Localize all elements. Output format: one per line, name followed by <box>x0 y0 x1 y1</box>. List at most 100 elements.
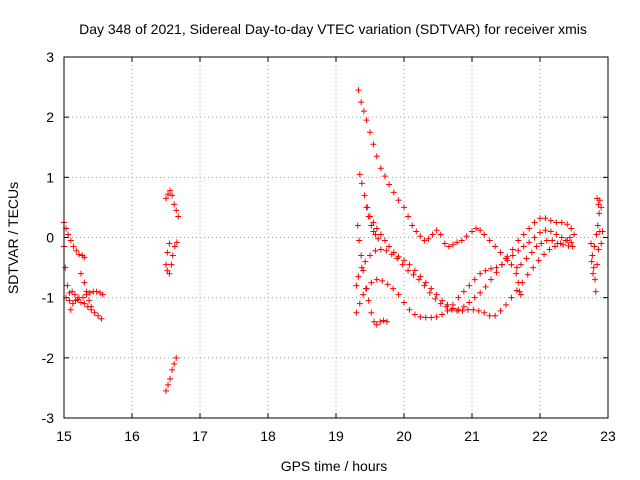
data-point <box>524 271 531 278</box>
data-point <box>460 288 467 295</box>
data-point <box>596 210 603 217</box>
data-point <box>460 303 467 310</box>
data-point <box>463 233 470 240</box>
data-point <box>401 257 407 264</box>
y-axis-label: SDTVAR / TECUs <box>5 182 21 294</box>
data-point <box>486 237 493 244</box>
data-point <box>520 243 527 250</box>
data-point <box>169 192 176 199</box>
data-point <box>66 289 73 296</box>
data-point <box>449 241 456 248</box>
data-point <box>173 354 180 361</box>
data-point <box>167 375 174 382</box>
data-point <box>395 197 402 204</box>
data-point <box>493 264 500 271</box>
data-point <box>71 291 78 298</box>
data-point <box>589 252 596 259</box>
data-point <box>368 309 375 316</box>
data-point <box>165 191 172 198</box>
data-point <box>354 222 361 229</box>
data-point <box>66 297 73 304</box>
data-point <box>594 222 601 229</box>
data-point <box>373 276 380 283</box>
data-point <box>358 180 365 187</box>
data-point <box>428 314 435 321</box>
data-point <box>571 231 577 238</box>
data-point <box>360 267 367 274</box>
data-point <box>367 252 373 259</box>
data-point <box>486 312 493 319</box>
data-point <box>469 228 475 235</box>
grid <box>64 57 608 418</box>
data-point <box>69 300 76 307</box>
data-point <box>163 387 169 394</box>
data-point <box>551 243 558 250</box>
data-point <box>547 228 554 235</box>
data-point <box>78 299 84 306</box>
data-point <box>588 240 594 247</box>
data-point <box>433 291 440 298</box>
data-point <box>482 283 489 290</box>
data-point <box>81 279 88 286</box>
data-point <box>401 299 407 306</box>
data-point <box>99 291 106 298</box>
data-point <box>169 252 176 259</box>
data-point <box>406 261 413 268</box>
data-point <box>531 219 538 226</box>
data-point <box>381 173 388 180</box>
data-point <box>362 285 369 292</box>
data-point <box>388 251 395 258</box>
series-arc-g <box>163 354 180 394</box>
data-point <box>67 306 74 313</box>
data-point <box>173 207 180 214</box>
data-point <box>458 237 465 244</box>
data-point <box>515 279 522 286</box>
data-point <box>415 276 422 283</box>
data-point <box>353 309 360 316</box>
data-point <box>173 239 180 246</box>
data-point <box>367 129 373 136</box>
data-point <box>171 201 178 208</box>
series-arc-i <box>356 171 577 313</box>
data-point <box>595 246 602 253</box>
data-point <box>413 228 420 235</box>
data-point <box>80 294 87 301</box>
data-point <box>167 187 174 194</box>
data-point <box>377 318 384 325</box>
y-tick-label: 2 <box>46 109 54 125</box>
data-point <box>422 279 429 286</box>
data-point <box>543 237 550 244</box>
y-tick-label: 3 <box>46 49 54 65</box>
data-point <box>379 277 386 284</box>
data-point <box>372 247 379 254</box>
x-axis-label: GPS time / hours <box>281 458 388 474</box>
data-point <box>592 288 599 295</box>
x-tick-label: 23 <box>600 428 616 444</box>
data-point <box>593 231 600 238</box>
data-point <box>444 307 451 314</box>
data-point <box>470 306 477 313</box>
data-point <box>547 217 554 224</box>
data-point <box>166 270 173 277</box>
data-point <box>533 243 540 250</box>
data-point <box>410 271 417 278</box>
data-point <box>509 252 516 259</box>
data-point <box>439 311 446 318</box>
data-point <box>517 261 524 268</box>
data-point <box>448 306 455 313</box>
data-point <box>373 153 380 160</box>
series-arc-c <box>63 288 105 322</box>
data-point <box>542 227 549 234</box>
data-point <box>421 282 428 289</box>
data-point <box>372 231 379 238</box>
data-point <box>86 297 93 304</box>
data-point <box>508 261 515 268</box>
data-point <box>459 307 466 314</box>
data-point <box>513 264 520 271</box>
data-point <box>81 254 88 261</box>
data-point <box>65 231 72 238</box>
data-point <box>405 213 412 220</box>
data-point <box>426 289 433 296</box>
data-markers <box>61 87 606 394</box>
